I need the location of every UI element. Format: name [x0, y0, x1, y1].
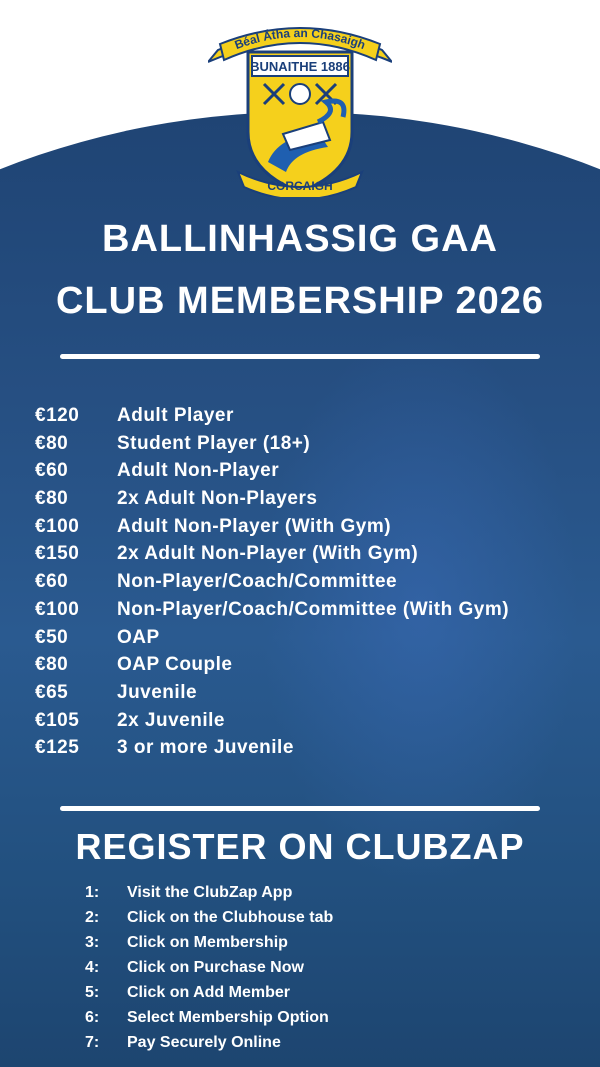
step-text: Select Membership Option [127, 1009, 329, 1026]
football-icon [289, 83, 311, 105]
step-text: Pay Securely Online [127, 1034, 281, 1051]
step-item: 5: Click on Add Member [85, 984, 525, 1009]
membership-row: €80 2x Adult Non-Players [35, 488, 595, 516]
price: €65 [35, 681, 69, 703]
step-number: 3: [85, 934, 100, 951]
membership-row: €65 Juvenile [35, 682, 595, 710]
club-crest-logo: BUNAITHE 1886 Béal Átha an Chasaigh CORC… [208, 26, 392, 197]
membership-label: OAP [117, 626, 160, 648]
price: €60 [35, 460, 69, 482]
price: €125 [35, 737, 80, 759]
step-item: 6: Select Membership Option [85, 1009, 525, 1034]
membership-row: €125 3 or more Juvenile [35, 737, 595, 765]
price: €80 [35, 654, 69, 676]
bridge-icon [281, 120, 332, 152]
membership-label: 2x Juvenile [117, 709, 225, 731]
player-photo-background [260, 330, 580, 890]
membership-row: €60 Non-Player/Coach/Committee [35, 571, 595, 599]
step-item: 4: Click on Purchase Now [85, 959, 525, 984]
membership-label: Juvenile [117, 681, 198, 703]
step-number: 6: [85, 1009, 100, 1026]
membership-label: OAP Couple [117, 654, 233, 676]
membership-row: €100 Non-Player/Coach/Committee (With Gym… [35, 599, 595, 627]
title-club-name: BALLINHASSIG GAA [102, 218, 498, 260]
price: €105 [35, 709, 80, 731]
price: €100 [35, 515, 80, 537]
membership-label: 2x Adult Non-Players [117, 488, 318, 510]
step-text: Click on the Clubhouse tab [127, 909, 334, 926]
price: €50 [35, 626, 69, 648]
price: €80 [35, 488, 69, 510]
step-text: Click on Add Member [127, 984, 290, 1001]
membership-row: €80 OAP Couple [35, 654, 595, 682]
membership-label: Adult Non-Player [117, 460, 280, 482]
membership-label: 2x Adult Non-Player (With Gym) [117, 543, 419, 565]
price: €100 [35, 598, 80, 620]
price: €120 [35, 405, 80, 426]
membership-row: €50 OAP [35, 627, 595, 655]
title-membership-year: CLUB MEMBERSHIP 2026 [55, 280, 545, 322]
step-number: 7: [85, 1034, 100, 1051]
membership-label: 3 or more Juvenile [117, 737, 294, 759]
membership-label: Adult Non-Player (With Gym) [117, 515, 392, 537]
registration-steps: 1: Visit the ClubZap App 2: Click on the C… [85, 884, 525, 1059]
membership-label: Non-Player/Coach/Committee [117, 571, 398, 593]
membership-label: Non-Player/Coach/Committee (With Gym) [117, 598, 510, 620]
price: €150 [35, 543, 80, 565]
step-item: 2: Click on the Clubhouse tab [85, 909, 525, 934]
price: €60 [35, 571, 69, 593]
membership-row: €100 Adult Non-Player (With Gym) [35, 516, 595, 544]
step-number: 4: [85, 959, 100, 976]
membership-row: €80 Student Player (18+) [35, 433, 595, 461]
step-item: 7: Pay Securely Online [85, 1034, 525, 1059]
membership-price-list: €120 Adult Player €80 Student Player (18+)… [35, 405, 595, 765]
step-text: Click on Purchase Now [127, 959, 304, 976]
membership-row: €120 Adult Player [35, 405, 595, 433]
divider-bottom [60, 806, 540, 811]
step-number: 2: [85, 909, 100, 926]
background-dome [0, 112, 600, 1067]
step-text: Click on Membership [127, 934, 288, 951]
step-item: 1: Visit the ClubZap App [85, 884, 525, 909]
price: €80 [35, 432, 69, 454]
step-item: 3: Click on Membership [85, 934, 525, 959]
step-number: 5: [85, 984, 100, 1001]
membership-row: €150 2x Adult Non-Player (With Gym) [35, 543, 595, 571]
crest-bottom-banner-text: CORCAIGH [267, 179, 332, 193]
membership-row: €105 2x Juvenile [35, 710, 595, 738]
step-number: 1: [85, 884, 100, 901]
register-heading: REGISTER ON CLUBZAP [75, 826, 525, 867]
divider-top [60, 354, 540, 359]
step-text: Visit the ClubZap App [127, 884, 293, 901]
membership-row: €60 Adult Non-Player [35, 460, 595, 488]
crest-founded-text: BUNAITHE 1886 [250, 59, 350, 74]
membership-label: Student Player (18+) [117, 432, 311, 454]
membership-label: Adult Player [117, 405, 234, 426]
